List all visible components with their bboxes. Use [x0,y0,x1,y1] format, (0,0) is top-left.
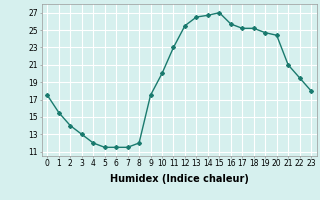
X-axis label: Humidex (Indice chaleur): Humidex (Indice chaleur) [110,174,249,184]
